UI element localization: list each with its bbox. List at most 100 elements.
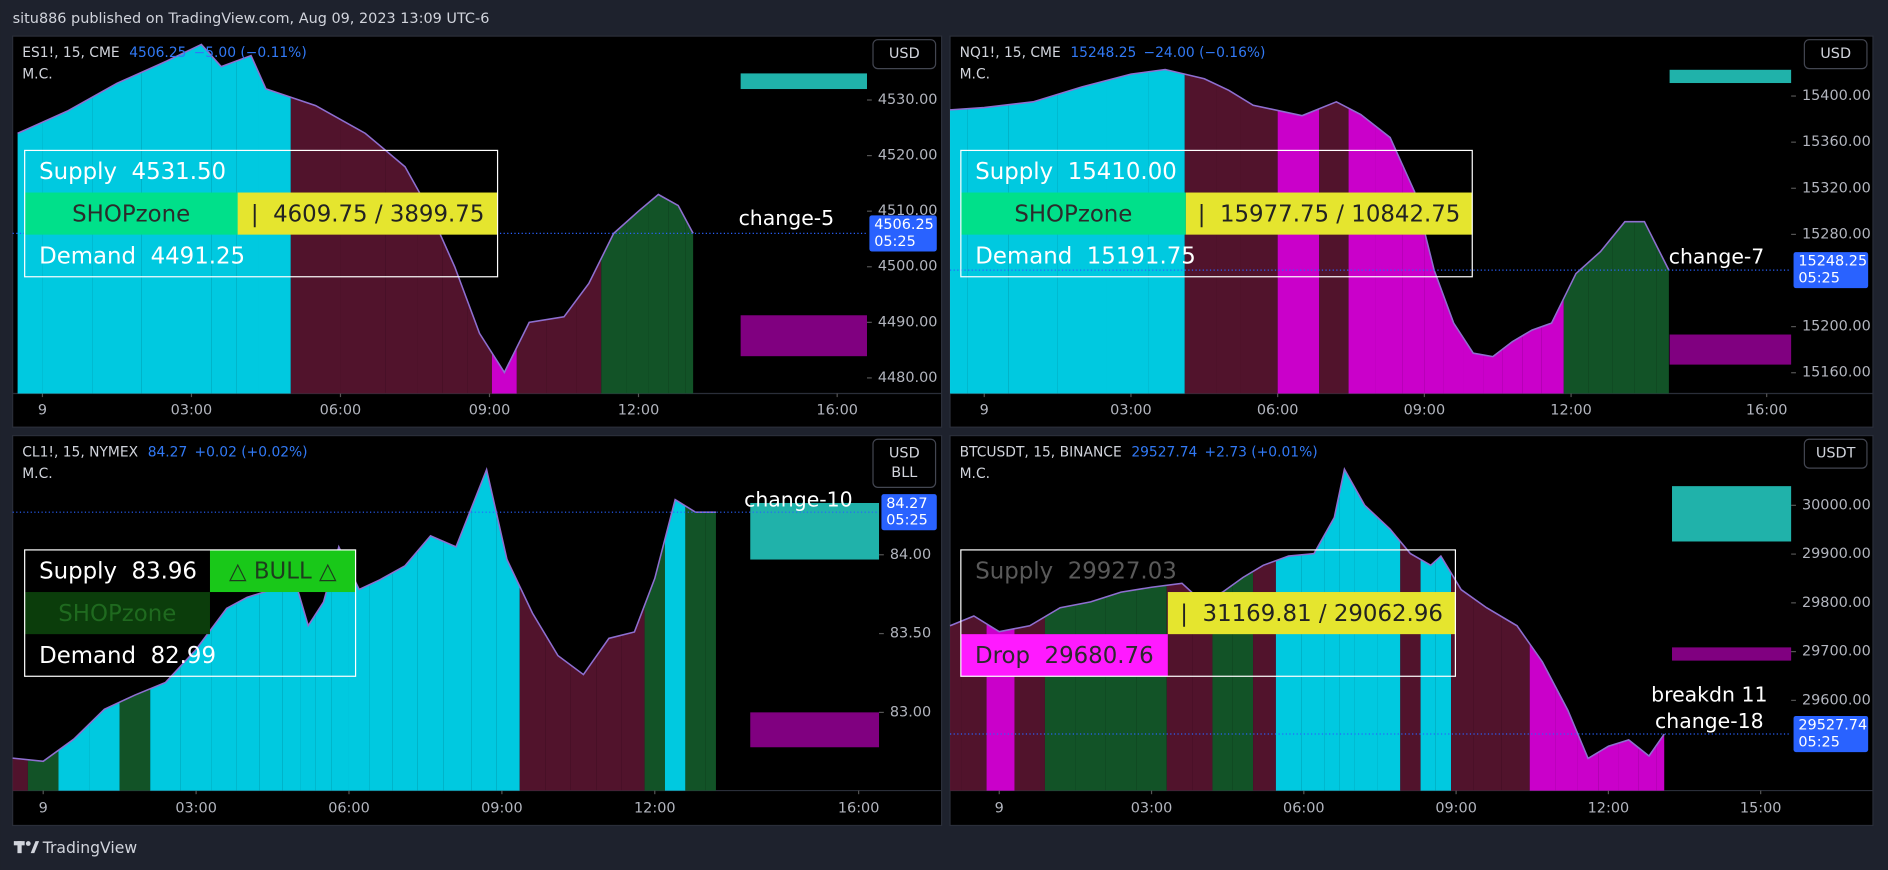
y-tick-label: 4480.00: [878, 370, 938, 386]
symbol-price: 15248.25: [1070, 45, 1136, 61]
area-segment: [1522, 326, 1542, 394]
price-tag-countdown: 05:25: [1798, 734, 1840, 750]
annotation: breakdn 11: [1651, 683, 1767, 707]
box-text: Supply 83.96: [39, 559, 197, 585]
area-segment: [516, 319, 547, 394]
area-segment: [236, 593, 260, 791]
area-segment: [89, 702, 120, 791]
y-tick-label: 84.00: [890, 547, 931, 563]
indicator-name: M.C.: [22, 466, 52, 482]
area-segment: [1044, 604, 1076, 791]
area-segment: [442, 238, 468, 394]
symbol-change: +2.73 (+0.01%): [1205, 444, 1318, 460]
indicator-name: M.C.: [960, 67, 990, 83]
currency-label[interactable]: USDT: [1816, 446, 1856, 462]
box-frame: [960, 149, 1473, 278]
area-segment: [12, 758, 28, 791]
box-text: SHOPzone: [58, 601, 176, 627]
area-segment: [1435, 556, 1452, 791]
x-tick-label: 16:00: [816, 402, 858, 418]
box-text: Demand 15191.75: [975, 243, 1196, 269]
area-segment: [443, 508, 472, 791]
area-segment: [17, 122, 43, 394]
price-tag-countdown: 05:25: [886, 513, 928, 529]
area-segment: [417, 535, 444, 791]
x-tick-label: 9: [995, 801, 1004, 817]
demand-zone: [1669, 334, 1792, 365]
area-segment: [1473, 598, 1502, 791]
x-tick-label: 09:00: [1435, 801, 1477, 817]
area-segment: [626, 202, 649, 394]
currency-label[interactable]: USD: [1820, 46, 1851, 62]
price-tag-value: 29527.74: [1798, 718, 1867, 734]
box-cell: [1185, 192, 1473, 235]
area-segment: [1588, 236, 1613, 394]
x-tick-label: 09:00: [469, 402, 511, 418]
logo-mark: [25, 841, 31, 846]
area-segment: [1377, 517, 1401, 791]
supply-zone: [1669, 69, 1792, 84]
area-segment: [1277, 108, 1320, 394]
indicator-name: M.C.: [22, 67, 52, 83]
currency-label[interactable]: USD: [889, 46, 920, 62]
area-segment: [1400, 541, 1421, 791]
area-segment: [1136, 585, 1167, 791]
currency-label[interactable]: BLL: [891, 465, 917, 481]
price-tag: [881, 494, 937, 531]
area-segment: [664, 499, 686, 791]
symbol-title: ES1!, 15, CME: [22, 45, 119, 61]
box-text: Demand 4491.25: [39, 243, 245, 269]
price-line: [12, 467, 716, 763]
box-frame: [24, 149, 499, 278]
area-segment: [1598, 743, 1619, 791]
box-text: | 15977.75 / 10842.75: [1198, 201, 1461, 227]
box-cell: [24, 592, 210, 635]
x-tick-label: 15:00: [1740, 801, 1782, 817]
x-tick-label: 03:00: [1110, 402, 1152, 418]
area-segment: [1275, 554, 1302, 791]
area-segment: [1463, 338, 1484, 394]
symbol-change: −5.00 (−0.11%): [194, 45, 307, 61]
area-segment: [1105, 589, 1137, 791]
box-cell: [1167, 592, 1456, 635]
x-tick-label: 09:00: [481, 801, 523, 817]
area-segment: [1634, 221, 1657, 394]
area-segment: [685, 219, 694, 394]
area-segment: [668, 200, 686, 394]
currency-button[interactable]: [872, 438, 937, 488]
box-cell: [960, 192, 1186, 235]
x-tick-label: 12:00: [1550, 402, 1592, 418]
area-segment: [340, 119, 386, 394]
area-segment: [1216, 84, 1241, 394]
x-tick-label: 16:00: [1746, 402, 1788, 418]
area-segment: [259, 581, 283, 791]
symbol-title: CL1!, 15, NYMEX: [22, 444, 138, 460]
footer-brand: TradingView: [42, 838, 138, 857]
price-tag-value: 4506.25: [874, 217, 934, 233]
logo-mark: [17, 841, 22, 854]
symbol-price: 4506.25: [129, 45, 186, 61]
area-segment: [1319, 101, 1349, 394]
area-segment: [27, 750, 59, 791]
price-line: [949, 68, 1670, 358]
area-segment: [282, 573, 301, 791]
area-segment: [950, 108, 968, 394]
area-segment: [491, 347, 517, 394]
y-tick-label: 30000.00: [1802, 497, 1871, 513]
indicator-name: M.C.: [960, 466, 990, 482]
box-cell: [209, 549, 356, 593]
currency-button[interactable]: [1803, 39, 1868, 70]
y-tick-label: 15200.00: [1802, 319, 1871, 335]
area-segment: [1451, 572, 1474, 791]
area-segment: [1008, 94, 1058, 394]
area-segment: [1057, 80, 1107, 394]
currency-label[interactable]: USD: [889, 446, 920, 462]
x-tick-label: 12:00: [1588, 801, 1630, 817]
annotation: change-7: [1669, 245, 1765, 269]
symbol-change: +0.02 (+0.02%): [195, 444, 308, 460]
currency-button[interactable]: [872, 39, 937, 70]
area-segment: [1612, 221, 1635, 394]
currency-button[interactable]: [1803, 438, 1868, 469]
box-text: SHOPzone: [72, 201, 190, 227]
box-text: Drop 29680.76: [975, 643, 1154, 669]
